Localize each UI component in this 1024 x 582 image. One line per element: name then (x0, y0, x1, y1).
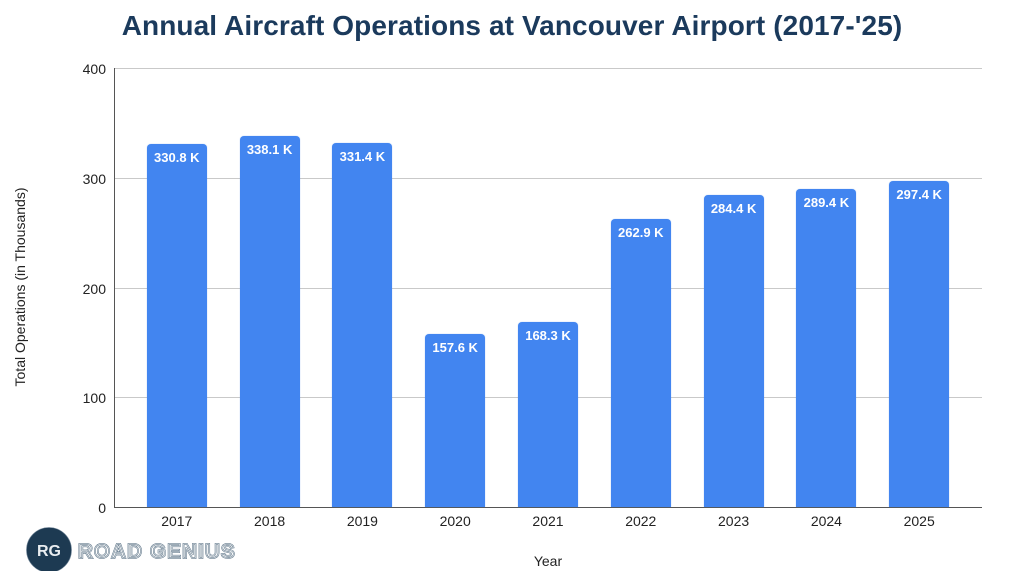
svg-text:RG: RG (37, 543, 61, 560)
svg-text:ROAD GENIUS: ROAD GENIUS (78, 540, 236, 563)
